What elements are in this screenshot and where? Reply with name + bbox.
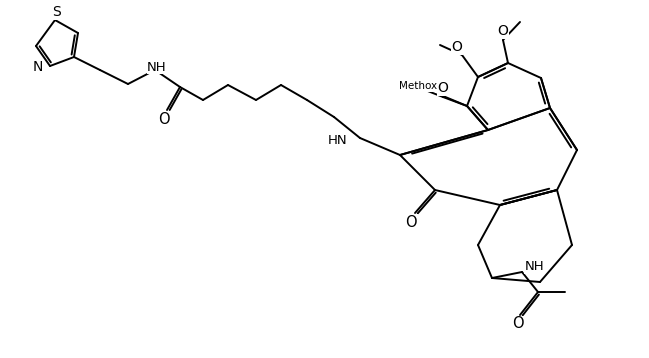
Text: O: O: [452, 40, 463, 54]
Text: NH: NH: [525, 261, 545, 274]
Text: O: O: [437, 81, 448, 95]
Text: NH: NH: [147, 61, 167, 73]
Text: N: N: [32, 60, 43, 74]
Text: Methoxy: Methoxy: [399, 81, 443, 91]
Text: O: O: [498, 24, 508, 38]
Text: O: O: [435, 79, 447, 92]
Text: S: S: [52, 5, 60, 19]
Text: O: O: [158, 111, 170, 126]
Text: O: O: [512, 316, 524, 332]
Text: O: O: [405, 214, 417, 229]
Text: HN: HN: [327, 134, 347, 146]
